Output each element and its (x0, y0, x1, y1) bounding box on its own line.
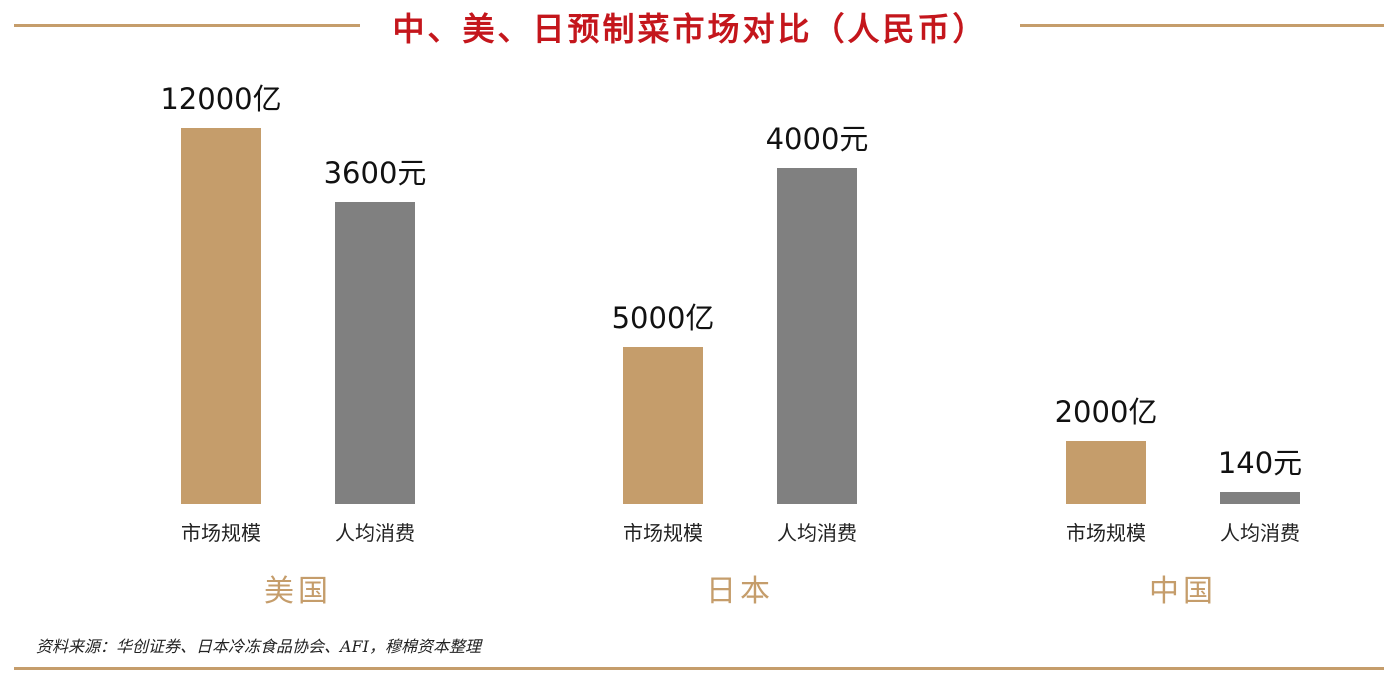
bar-1-1 (777, 168, 857, 504)
bar-2-0 (1066, 441, 1146, 504)
category-label: 人均消费 (1220, 521, 1300, 545)
group-label: 中国 (1149, 574, 1217, 609)
bar-value-label: 12000亿 (160, 82, 282, 116)
group-label: 美国 (264, 574, 332, 609)
footer-rule (14, 667, 1384, 670)
bar-0-0 (181, 128, 261, 504)
chart-title: 中、美、日预制菜市场对比（人民币） (392, 10, 988, 48)
bar-value-label: 5000亿 (611, 301, 715, 336)
title-rule-left (14, 24, 360, 27)
bar-0-1 (335, 201, 415, 504)
title-rule-right (1020, 24, 1384, 27)
bar-2-1 (1220, 492, 1300, 504)
source-note: 资料来源：华创证券、日本冷冻食品协会、AFI，穆棉资本整理 (36, 637, 481, 656)
category-label: 市场规模 (1066, 521, 1146, 545)
category-label: 人均消费 (335, 521, 415, 545)
category-label: 市场规模 (181, 521, 261, 545)
bar-value-label: 4000元 (765, 122, 869, 156)
bar-value-label: 3600元 (323, 155, 427, 190)
category-label: 人均消费 (777, 521, 857, 545)
category-label: 市场规模 (623, 521, 703, 545)
group-label: 日本 (706, 574, 774, 609)
bar-1-0 (623, 347, 703, 504)
bar-value-label: 2000亿 (1054, 395, 1158, 430)
bar-value-label: 140元 (1217, 446, 1303, 481)
